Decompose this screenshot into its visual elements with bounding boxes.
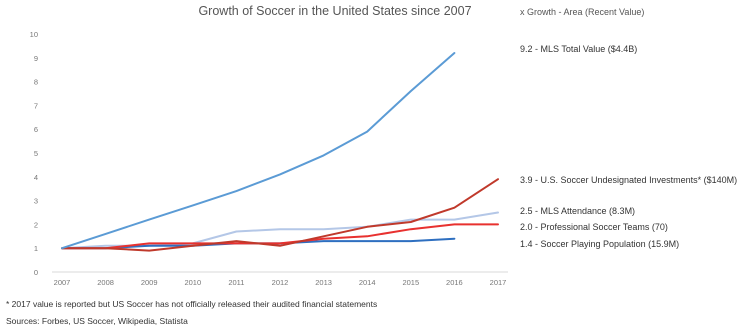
sources: Sources: Forbes, US Soccer, Wikipedia, S… bbox=[6, 316, 188, 326]
y-tick-label: 4 bbox=[34, 173, 38, 182]
y-tick-label: 1 bbox=[34, 244, 38, 253]
series-label-playing-population: 1.4 - Soccer Playing Population (15.9M) bbox=[520, 239, 680, 249]
y-tick-label: 0 bbox=[34, 268, 38, 277]
x-tick-label: 2007 bbox=[54, 278, 71, 287]
y-tick-label: 10 bbox=[30, 30, 38, 39]
x-tick-label: 2009 bbox=[141, 278, 158, 287]
x-tick-label: 2008 bbox=[97, 278, 114, 287]
y-tick-label: 8 bbox=[34, 78, 38, 87]
series-label-pro-teams: 2.0 - Professional Soccer Teams (70) bbox=[520, 222, 668, 232]
x-tick-label: 2011 bbox=[228, 278, 244, 287]
legend-header: x Growth - Area (Recent Value) bbox=[520, 7, 645, 17]
x-tick-label: 2013 bbox=[315, 278, 332, 287]
series-line-3 bbox=[61, 223, 499, 250]
series-label-undesignated-investments: 3.9 - U.S. Soccer Undesignated Investmen… bbox=[520, 175, 738, 185]
series-label-mls-attendance: 2.5 - MLS Attendance (8.3M) bbox=[520, 206, 636, 216]
x-tick-label: 2014 bbox=[359, 278, 376, 287]
x-tick-label: 2012 bbox=[272, 278, 289, 287]
series-lines bbox=[61, 52, 499, 252]
chart-title: Growth of Soccer in the United States si… bbox=[198, 4, 472, 18]
y-tick-label: 3 bbox=[34, 197, 38, 206]
series-label-mls-value: 9.2 - MLS Total Value ($4.4B) bbox=[520, 44, 638, 54]
y-tick-label: 9 bbox=[34, 54, 38, 63]
y-axis: 0 1 2 3 4 5 6 7 8 9 10 bbox=[30, 30, 38, 277]
x-tick-label: 2015 bbox=[402, 278, 419, 287]
series-line-1 bbox=[61, 178, 499, 252]
footnote: * 2017 value is reported but US Soccer h… bbox=[6, 299, 378, 309]
x-tick-label: 2016 bbox=[446, 278, 463, 287]
series-line-0 bbox=[61, 52, 456, 250]
y-tick-label: 6 bbox=[34, 125, 38, 134]
y-tick-label: 2 bbox=[34, 220, 38, 229]
x-axis: 2007 2008 2009 2010 2011 2012 2013 2014 2015 2016… bbox=[52, 271, 508, 287]
x-tick-label: 2017 bbox=[490, 278, 507, 287]
x-tick-label: 2010 bbox=[184, 278, 201, 287]
y-tick-label: 5 bbox=[34, 149, 38, 158]
y-tick-label: 7 bbox=[34, 101, 38, 110]
